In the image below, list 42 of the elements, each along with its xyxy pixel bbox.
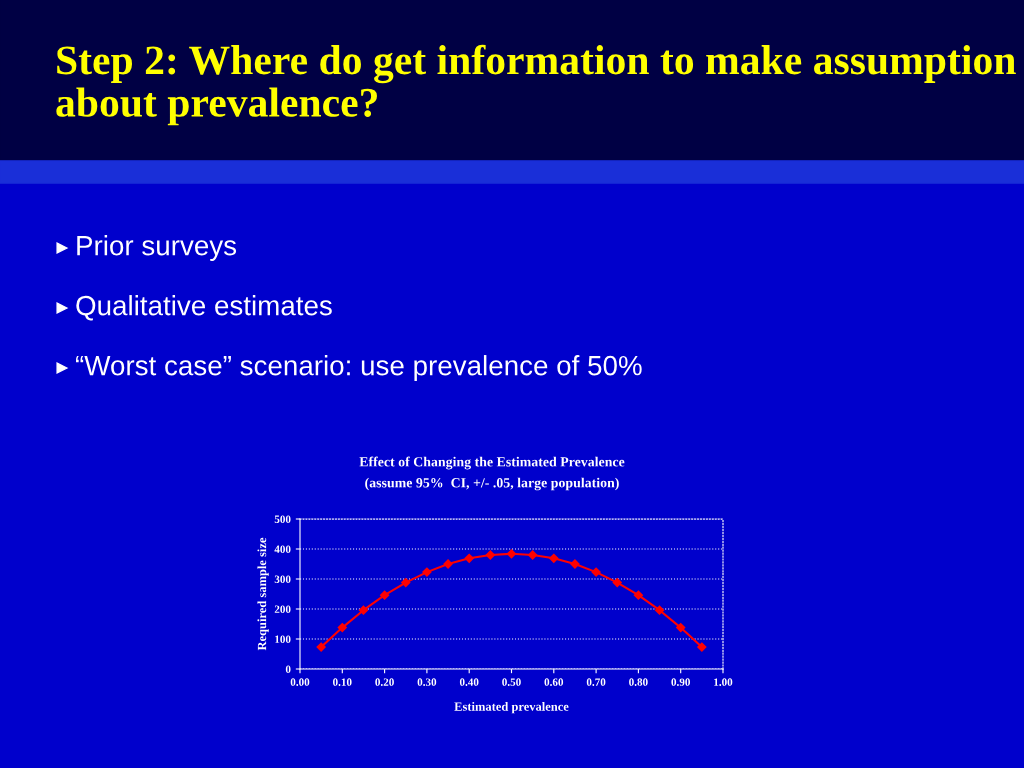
y-tick-label: 100 — [275, 635, 291, 643]
point — [401, 577, 411, 588]
point — [697, 642, 707, 652]
point — [506, 549, 517, 559]
point — [633, 590, 644, 600]
point — [358, 605, 369, 615]
point — [528, 550, 538, 560]
y-tick-label: 200 — [274, 605, 291, 613]
point — [612, 577, 622, 588]
chart-subtitle: (assume 95% CI, +/- .05, large population) — [365, 477, 619, 491]
y-tick-label: 0 — [285, 665, 291, 673]
x-tick-label: 0.10 — [333, 678, 352, 686]
chart-title: Effect of Changing the Estimated Prevalence — [359, 456, 625, 470]
text: Prior surveys — [77, 235, 237, 261]
x-tick-label: 1.00 — [714, 678, 733, 686]
y-axis-title: Required sample size — [257, 537, 269, 651]
x-axis-title: Estimated prevalence — [454, 701, 569, 714]
point — [379, 590, 390, 600]
point — [676, 622, 686, 633]
x-tick-label: 0.40 — [459, 678, 479, 686]
text: Qualitative estimates — [76, 295, 332, 321]
point — [485, 550, 495, 560]
text: Step 2: Where do get information to make assumption about prevalence? — [56, 44, 1016, 126]
text: “Worst case” scenario: use prevalence of 50% — [76, 355, 642, 381]
x-tick-label: 0.30 — [417, 678, 437, 686]
x-tick-label: 0.20 — [375, 678, 394, 686]
point — [337, 622, 347, 633]
point — [422, 567, 432, 577]
point — [464, 553, 474, 563]
x-tick-label: 0.50 — [502, 678, 521, 686]
x-tick-label: 0.90 — [671, 678, 690, 686]
point — [549, 553, 559, 563]
y-tick-label: 500 — [274, 515, 291, 523]
point — [591, 567, 601, 577]
x-tick-label: 0.60 — [544, 678, 564, 686]
y-tick-label: 300 — [274, 575, 291, 583]
x-tick-label: 0.00 — [290, 678, 310, 686]
y-tick-label: 400 — [274, 545, 291, 553]
point — [654, 605, 665, 615]
x-tick-label: 0.70 — [586, 678, 606, 686]
x-tick-label: 0.80 — [629, 678, 648, 686]
point — [316, 642, 326, 652]
